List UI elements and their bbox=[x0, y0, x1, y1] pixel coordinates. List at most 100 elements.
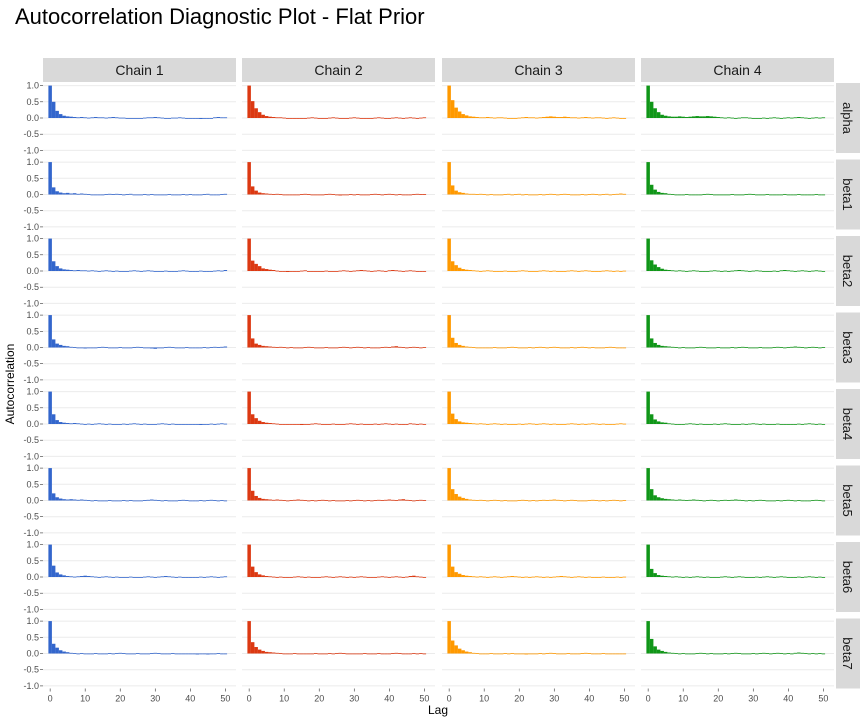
acf-bar bbox=[570, 270, 574, 272]
acf-bar bbox=[111, 117, 115, 118]
acf-bar bbox=[174, 653, 179, 655]
acf-bar bbox=[783, 347, 787, 349]
acf-bar bbox=[570, 117, 574, 119]
acf-bar bbox=[125, 347, 129, 349]
acf-bar bbox=[821, 424, 826, 425]
acf-bar bbox=[83, 424, 87, 425]
acf-bar bbox=[83, 270, 87, 272]
acf-bar bbox=[377, 424, 381, 425]
acf-bar bbox=[468, 116, 472, 118]
acf-bar bbox=[216, 653, 221, 654]
acf-bar bbox=[320, 347, 325, 349]
acf-bar bbox=[584, 270, 588, 272]
acf-bar bbox=[299, 270, 304, 272]
acf-bar bbox=[450, 100, 455, 118]
acf-bar bbox=[181, 653, 186, 655]
acf-bar bbox=[213, 653, 217, 655]
acf-bar bbox=[90, 117, 94, 119]
acf-bar bbox=[254, 343, 258, 348]
acf-bar bbox=[772, 194, 777, 196]
acf-bar bbox=[275, 652, 279, 654]
acf-bar bbox=[114, 193, 119, 195]
acf-bar bbox=[552, 194, 557, 195]
acf-bar bbox=[464, 651, 469, 654]
acf-bar bbox=[104, 500, 108, 502]
acf-bar bbox=[468, 193, 472, 195]
acf-bar bbox=[818, 500, 822, 501]
acf-bar bbox=[563, 116, 567, 118]
acf-bar bbox=[552, 653, 557, 654]
acf-bar bbox=[303, 500, 307, 501]
acf-bar bbox=[688, 347, 692, 349]
acf-bar bbox=[121, 194, 126, 196]
acf-bar bbox=[660, 422, 664, 424]
acf-bar bbox=[712, 270, 717, 272]
acf-bar bbox=[223, 500, 228, 502]
acf-bar bbox=[394, 346, 399, 348]
acf-bar bbox=[143, 576, 147, 578]
acf-bar bbox=[811, 500, 815, 501]
acf-bar bbox=[790, 500, 794, 501]
acf-bar bbox=[412, 270, 416, 272]
acf-bar bbox=[387, 347, 392, 348]
acf-bar bbox=[719, 653, 724, 655]
acf-bar bbox=[779, 270, 784, 272]
acf-bar bbox=[478, 117, 483, 119]
acf-bar bbox=[65, 346, 70, 348]
acf-bar bbox=[584, 347, 588, 348]
acf-bar bbox=[457, 496, 462, 501]
acf-bar bbox=[674, 116, 678, 118]
acf-bar bbox=[299, 576, 304, 578]
acf-bar bbox=[748, 271, 752, 272]
acf-bar bbox=[584, 652, 588, 654]
acf-bar bbox=[783, 194, 787, 195]
acf-bar bbox=[811, 270, 815, 272]
acf-bar bbox=[213, 424, 217, 425]
acf-bar bbox=[821, 500, 826, 502]
acf-bar bbox=[209, 347, 214, 348]
acf-bar bbox=[135, 346, 140, 348]
acf-bar bbox=[419, 194, 423, 195]
acf-bar bbox=[412, 346, 416, 348]
acf-bar bbox=[264, 576, 269, 577]
acf-bar bbox=[601, 270, 606, 272]
acf-bar bbox=[93, 270, 98, 272]
acf-bar bbox=[804, 270, 808, 272]
acf-bar bbox=[271, 194, 276, 195]
acf-bar bbox=[143, 270, 147, 272]
acf-bar bbox=[282, 117, 286, 119]
acf-bar bbox=[349, 500, 353, 502]
acf-bar bbox=[615, 193, 620, 195]
acf-bar bbox=[765, 576, 770, 578]
acf-bar bbox=[591, 577, 595, 578]
acf-bar bbox=[69, 423, 73, 425]
acf-bar bbox=[538, 194, 543, 195]
acf-bar bbox=[51, 493, 56, 501]
acf-bar bbox=[146, 117, 151, 119]
acf-bar bbox=[296, 576, 300, 578]
acf-bar bbox=[331, 271, 335, 272]
acf-bar bbox=[461, 650, 465, 654]
acf-bar bbox=[797, 500, 801, 501]
acf-bar bbox=[363, 194, 367, 196]
acf-bar bbox=[485, 577, 490, 578]
acf-bar bbox=[275, 499, 279, 501]
acf-bar bbox=[264, 346, 269, 348]
acf-bar bbox=[72, 117, 77, 118]
acf-bar bbox=[69, 270, 73, 271]
row-strip bbox=[836, 465, 860, 536]
acf-bar bbox=[398, 499, 402, 501]
acf-bar bbox=[737, 424, 742, 425]
acf-bar bbox=[510, 424, 514, 425]
acf-bar bbox=[65, 423, 70, 424]
acf-bar bbox=[545, 653, 550, 654]
acf-bar bbox=[478, 499, 483, 501]
acf-bar bbox=[55, 647, 59, 654]
acf-bar bbox=[384, 423, 388, 425]
acf-bar bbox=[387, 193, 392, 195]
acf-bar bbox=[171, 653, 175, 654]
acf-bar bbox=[153, 652, 158, 654]
acf-bar bbox=[292, 576, 297, 578]
acf-bar bbox=[677, 576, 682, 578]
acf-bar bbox=[538, 653, 543, 654]
